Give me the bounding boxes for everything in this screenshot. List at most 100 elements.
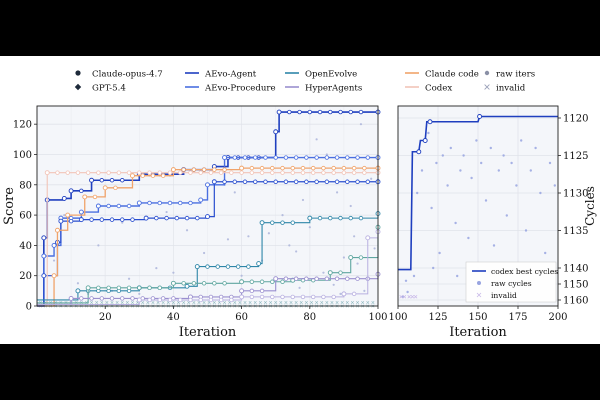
series-marker — [351, 170, 357, 175]
series-marker — [239, 165, 245, 171]
series-marker — [41, 253, 47, 259]
series-marker — [256, 261, 262, 267]
series-marker — [136, 200, 142, 206]
invalid-point — [161, 300, 165, 304]
series-marker — [358, 215, 364, 221]
series-marker — [222, 281, 227, 286]
series-marker — [276, 109, 282, 115]
axes-frame — [36, 105, 379, 307]
series-marker — [120, 178, 125, 183]
invalid-point — [258, 300, 262, 304]
series-marker — [362, 170, 367, 175]
raw-iter-point — [373, 247, 376, 250]
series-marker — [205, 182, 210, 188]
series-marker — [208, 297, 214, 303]
series-marker — [178, 200, 183, 206]
invalid-point — [243, 300, 247, 304]
inset-legend-box — [465, 261, 557, 303]
series-marker — [283, 276, 289, 281]
series-marker — [164, 215, 169, 221]
series-marker — [222, 179, 227, 184]
raw-cycle-point — [524, 229, 528, 232]
series-marker — [102, 185, 108, 191]
y-tick-label: 1160 — [563, 296, 588, 307]
raw-iter-point — [370, 177, 373, 180]
y-tick-label: 120 — [13, 120, 32, 131]
series-marker — [348, 109, 353, 115]
series-marker — [348, 215, 353, 221]
series-marker — [351, 165, 357, 171]
series-marker — [137, 285, 142, 291]
series-marker — [51, 273, 57, 279]
raw-iter-point — [288, 244, 291, 247]
raw-cycle-point — [456, 274, 459, 278]
series-marker — [273, 179, 278, 184]
series-marker — [253, 179, 258, 184]
series-marker — [242, 155, 248, 160]
series-marker — [147, 285, 152, 291]
series-marker — [263, 155, 268, 160]
series-marker — [109, 217, 115, 222]
series-marker — [249, 279, 255, 284]
x-tick-label: 150 — [468, 312, 487, 323]
raw-cycle-point — [435, 161, 438, 165]
series-marker — [150, 173, 156, 178]
series-marker — [365, 235, 371, 241]
invalid-point — [130, 300, 134, 304]
series-marker — [327, 270, 333, 276]
series-marker — [157, 170, 162, 175]
invalid-point — [141, 300, 145, 304]
invalid-point — [233, 300, 237, 304]
series-marker — [324, 276, 330, 281]
raw-iter-point — [308, 226, 311, 229]
series-marker — [126, 203, 132, 209]
raw-iter-point — [339, 292, 342, 295]
series-marker — [253, 155, 258, 160]
y-tick-label: 20 — [19, 271, 32, 282]
series-marker — [205, 214, 210, 220]
series-marker — [198, 297, 203, 303]
series-marker — [235, 264, 241, 269]
series-marker — [328, 215, 333, 221]
series-marker — [157, 200, 162, 206]
inset-legend-label: raw cycles — [491, 279, 532, 288]
series-marker — [314, 155, 319, 160]
raw-iter-point — [63, 213, 66, 217]
series-marker — [106, 170, 111, 175]
series-marker — [170, 280, 176, 286]
series-marker — [120, 217, 125, 222]
series-marker — [140, 173, 145, 178]
raw-cycle-point — [467, 236, 470, 240]
legend-method-label: HyperAgents — [305, 84, 362, 94]
y-tick-label: 1120 — [563, 114, 588, 125]
series-marker — [338, 215, 343, 221]
x-tick-label: 60 — [235, 312, 248, 323]
series-marker — [311, 165, 316, 171]
series-marker — [287, 109, 292, 115]
raw-iter-point — [202, 251, 206, 255]
series-marker — [328, 109, 333, 115]
legend-dot-marker — [484, 70, 490, 76]
series-marker — [324, 155, 330, 160]
best-cycles-marker — [427, 119, 433, 125]
series-marker — [293, 179, 299, 184]
legend-circle-marker — [75, 70, 81, 76]
series-marker — [68, 218, 74, 224]
raw-iter-point — [342, 256, 345, 259]
raw-cycle-point — [553, 184, 556, 187]
raw-iter-point — [185, 229, 189, 232]
raw-iter-point — [353, 235, 356, 238]
series-marker — [331, 170, 336, 175]
raw-cycle-point — [529, 169, 532, 172]
y-tick-label: 80 — [19, 180, 32, 191]
raw-cycle-point — [539, 191, 542, 195]
series-marker — [348, 255, 354, 260]
invalid-point — [289, 300, 293, 304]
series-marker — [157, 285, 162, 291]
series-marker — [229, 297, 234, 303]
raw-cycle-point — [432, 266, 435, 270]
series-marker — [130, 173, 135, 179]
series-marker — [225, 264, 231, 269]
invalid-point — [413, 295, 418, 299]
invalid-point — [115, 300, 119, 304]
